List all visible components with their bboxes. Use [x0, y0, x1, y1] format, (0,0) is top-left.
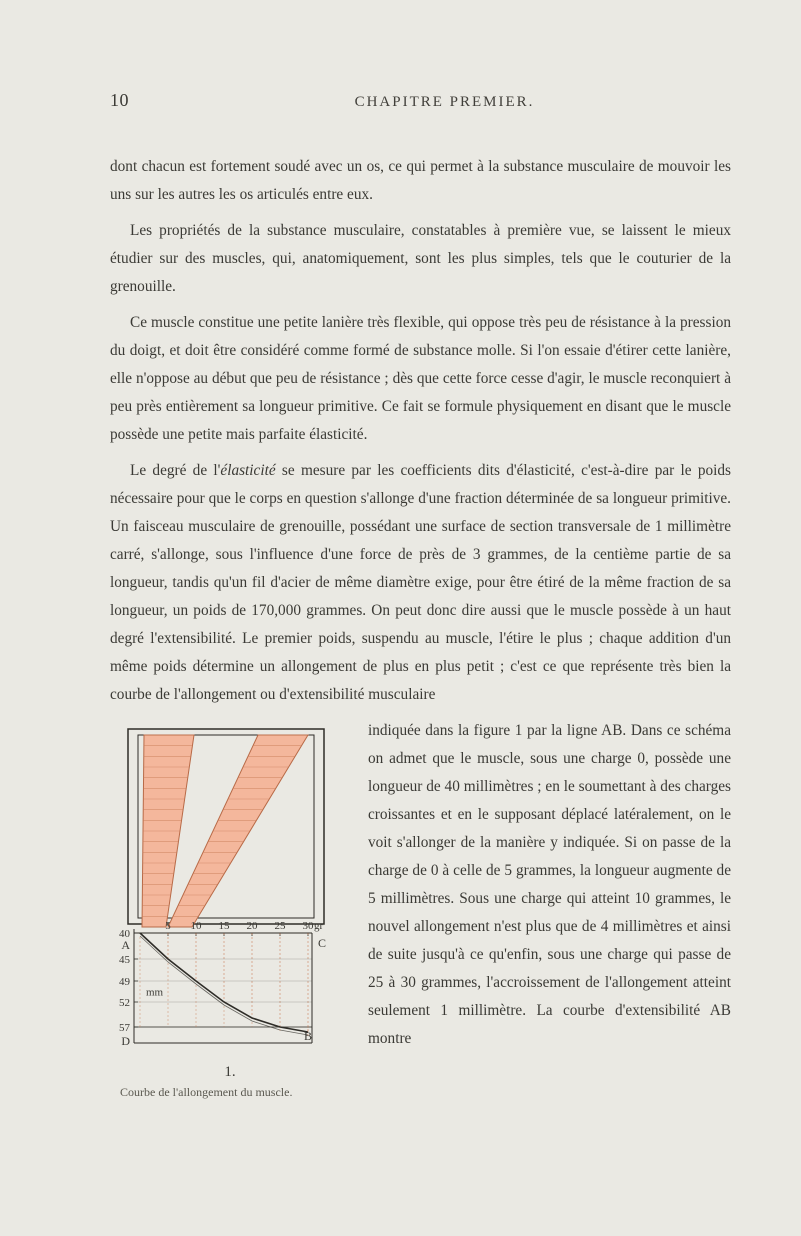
paragraph: indiquée dans la figure 1 par la ligne A…: [368, 717, 731, 1053]
page-header: 10 CHAPITRE PREMIER.: [110, 90, 731, 111]
chapter-title: CHAPITRE PREMIER.: [158, 94, 731, 111]
svg-text:mm: mm: [146, 987, 164, 999]
svg-text:gr: gr: [314, 920, 324, 932]
svg-text:D: D: [121, 1034, 130, 1048]
paragraph: Les propriétés de la substance musculair…: [110, 217, 731, 301]
svg-text:A: A: [121, 938, 130, 952]
figure-column: 51015202530grC4045495257AmmDB 1. Courbe …: [110, 717, 350, 1100]
page-number: 10: [110, 90, 158, 111]
paragraph: dont chacun est fortement soudé avec un …: [110, 153, 731, 209]
right-text-column: indiquée dans la figure 1 par la ligne A…: [368, 717, 731, 1100]
svg-text:30: 30: [303, 920, 315, 932]
svg-text:49: 49: [119, 976, 131, 988]
page: 10 CHAPITRE PREMIER. dont chacun est for…: [0, 0, 801, 1236]
svg-text:45: 45: [119, 954, 131, 966]
svg-text:C: C: [318, 936, 326, 950]
paragraph: Ce muscle constitue une petite lanière t…: [110, 309, 731, 449]
paragraph: Le degré de l'élasticité se mesure par l…: [110, 457, 731, 709]
figure-text-row: 51015202530grC4045495257AmmDB 1. Courbe …: [110, 717, 731, 1100]
svg-text:10: 10: [191, 920, 203, 932]
svg-text:57: 57: [119, 1022, 131, 1034]
figure-caption: Courbe de l'allongement du muscle.: [110, 1085, 350, 1100]
svg-text:20: 20: [247, 920, 259, 932]
svg-text:5: 5: [165, 920, 171, 932]
figure-number: 1.: [110, 1064, 350, 1081]
svg-text:25: 25: [275, 920, 287, 932]
svg-text:52: 52: [119, 997, 130, 1009]
body-text: dont chacun est fortement soudé avec un …: [110, 153, 731, 709]
elongation-curve-figure: 51015202530grC4045495257AmmDB: [110, 723, 340, 1058]
svg-text:15: 15: [219, 920, 231, 932]
